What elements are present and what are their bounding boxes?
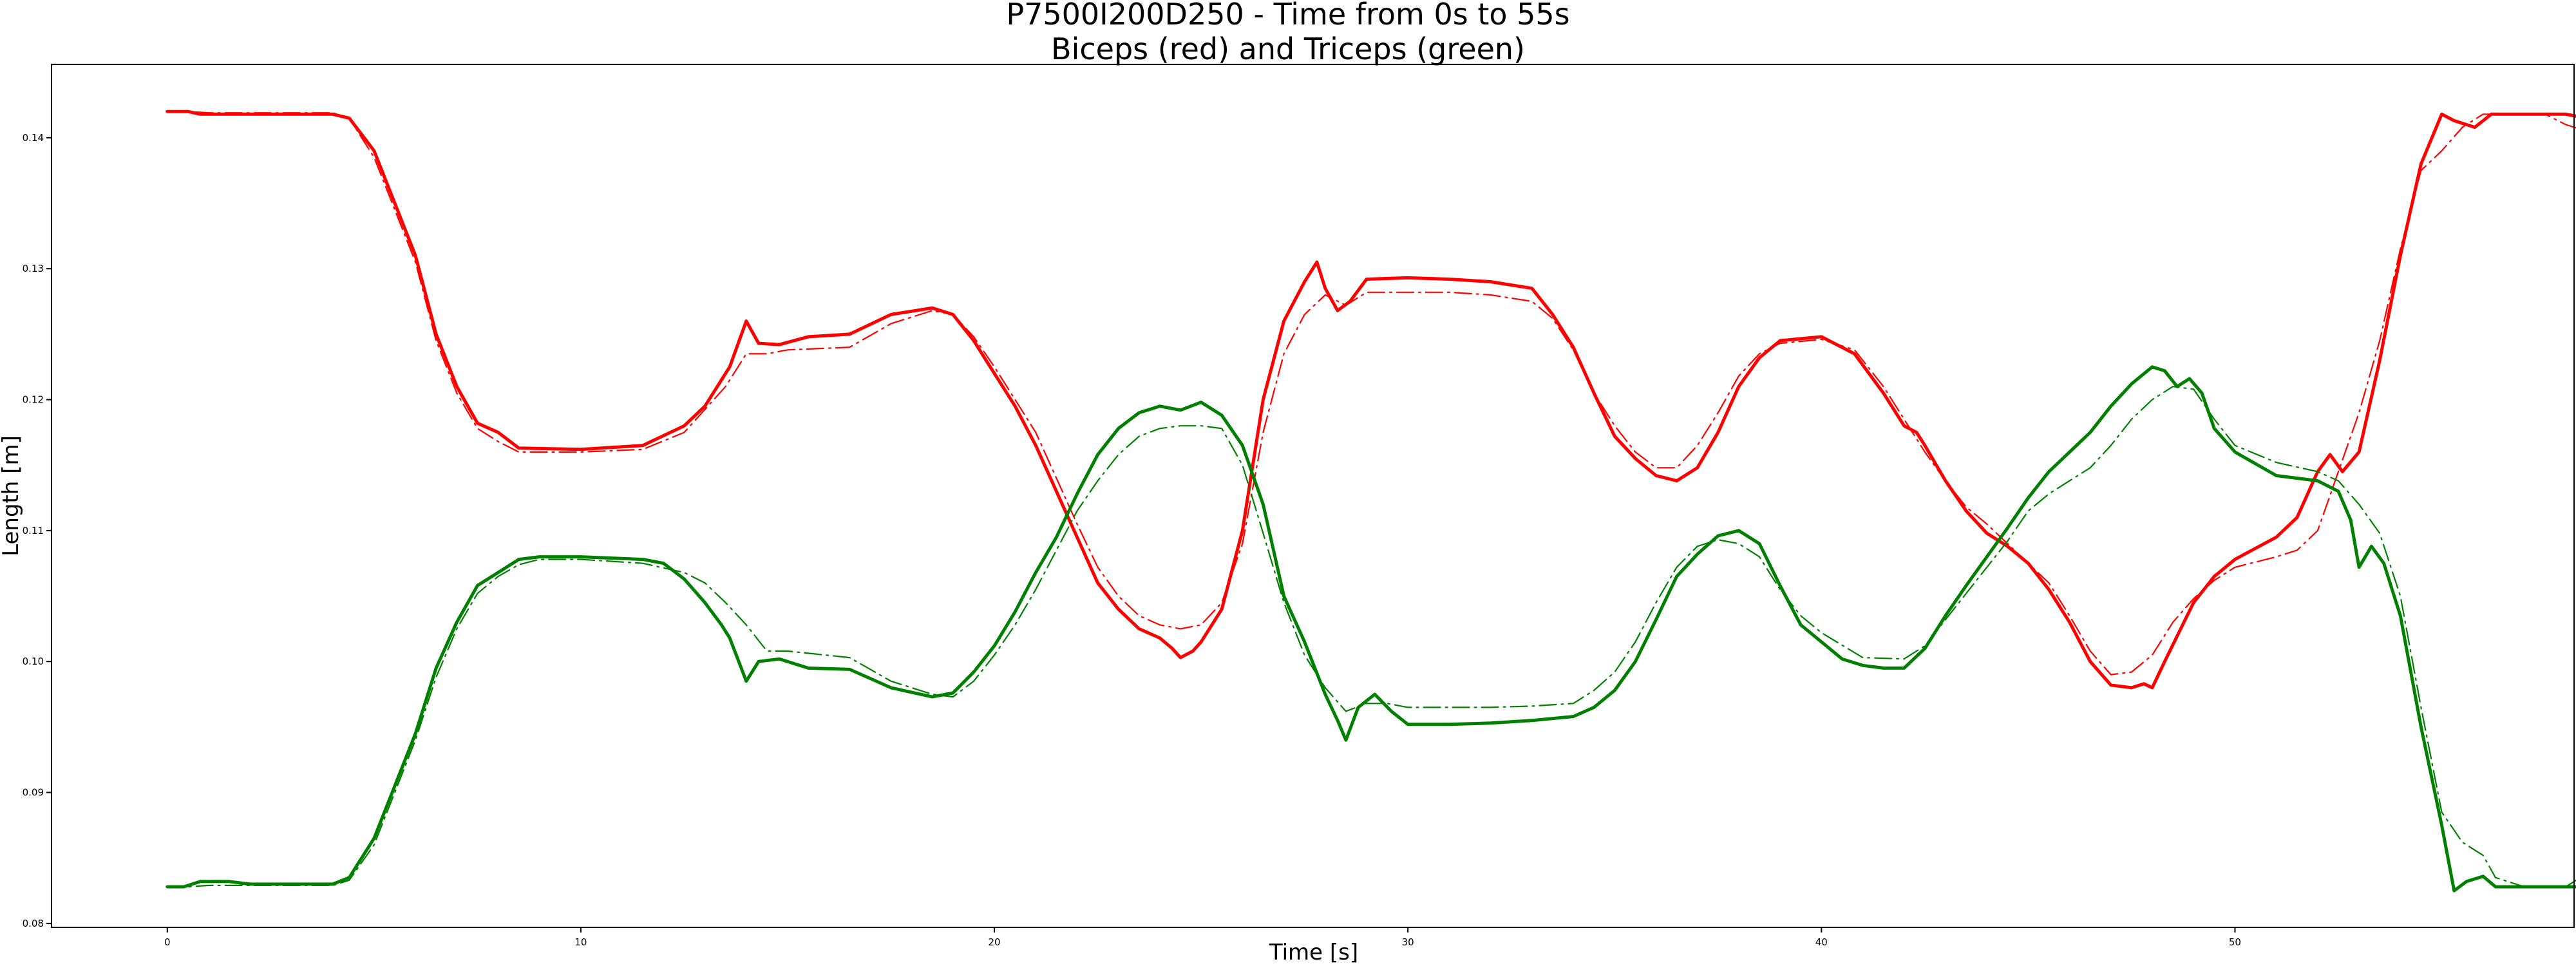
series-layer	[166, 109, 2576, 893]
series-line-2	[166, 111, 2576, 676]
x-axis-label: Time [s]	[1269, 940, 1358, 965]
y-axis: 0.08 0.09 0.10 0.11 0.12 0.13 0.14	[23, 132, 52, 929]
plot-area-frame	[51, 64, 2575, 928]
series-line-1	[166, 109, 2576, 690]
y-tick-label: 0.10	[23, 656, 44, 667]
y-tick-label: 0.08	[23, 918, 44, 929]
x-tick-label: 0	[164, 936, 171, 948]
y-tick-label: 0.11	[23, 525, 44, 536]
y-tick-label: 0.09	[23, 787, 44, 799]
series-line-3	[166, 365, 2576, 893]
x-tick-label: 20	[989, 936, 1001, 948]
chart-subtitle: Biceps (red) and Triceps (green)	[1051, 32, 1525, 66]
y-tick-label: 0.12	[23, 394, 44, 406]
series-line-4	[166, 386, 2576, 888]
x-tick-label: 10	[574, 936, 587, 948]
x-tick-label: 50	[2229, 936, 2241, 948]
y-tick-label: 0.14	[23, 132, 44, 144]
x-tick-label: 40	[1815, 936, 1828, 948]
x-axis: 0 10 20 30 40 50	[164, 927, 2241, 948]
y-tick-label: 0.13	[23, 263, 44, 274]
x-tick-label: 30	[1402, 936, 1414, 948]
chart-title: P7500I200D250 - Time from 0s to 55s	[1006, 0, 1569, 32]
y-axis-label: Length [m]	[0, 435, 24, 556]
